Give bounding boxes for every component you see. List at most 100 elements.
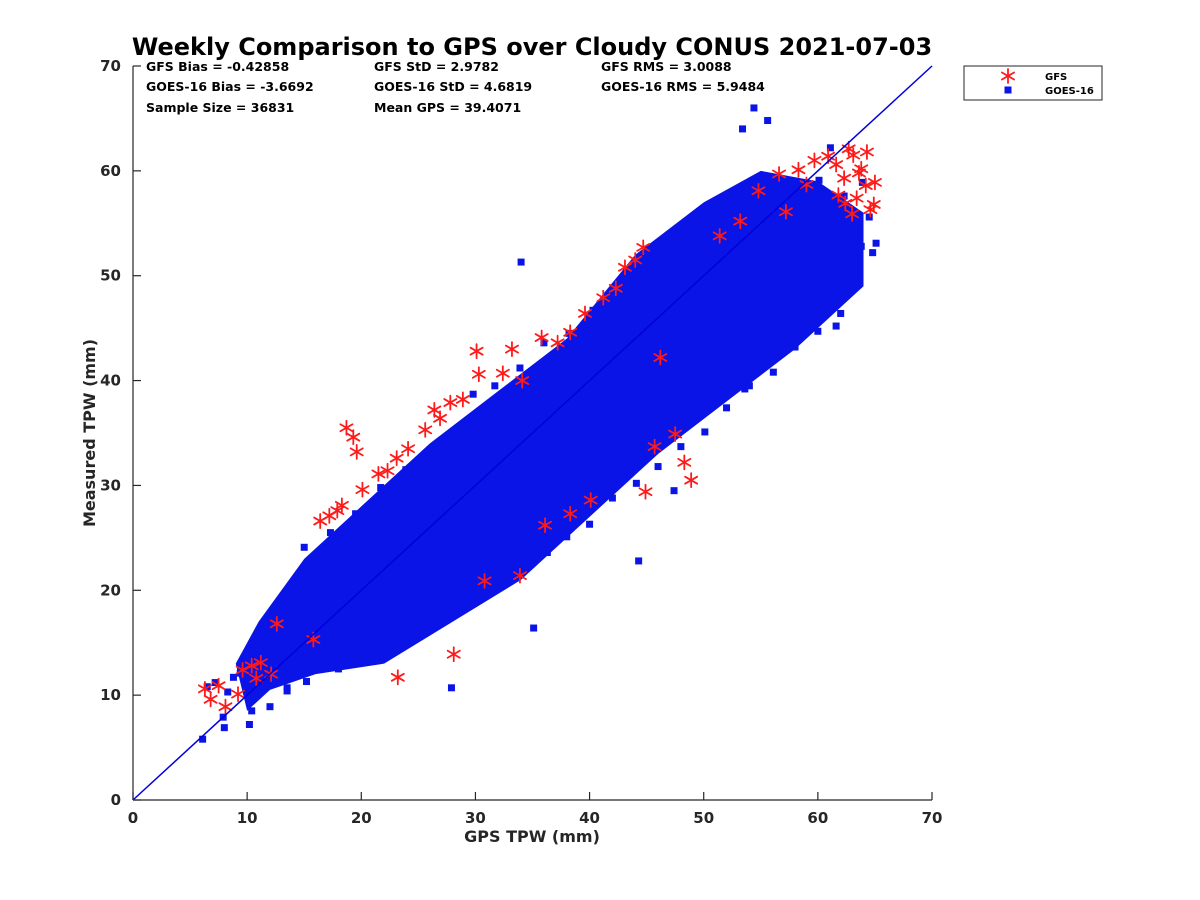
goes-16-point [689, 236, 697, 244]
gfs-point [578, 305, 592, 322]
goes-16-point [245, 721, 253, 729]
goes-16-point [224, 688, 232, 696]
goes-16-point [826, 144, 834, 152]
goes-16-point [709, 316, 717, 324]
y-tick-label: 10 [100, 686, 121, 704]
stats-block: GFS Bias = -0.42858 GFS StD = 2.9782 GFS R… [146, 59, 765, 115]
goes-16-point [509, 495, 517, 503]
goes-16-point [258, 664, 266, 672]
gfs-point [846, 147, 861, 164]
goes-16-point [516, 451, 524, 459]
goes-16-point [452, 432, 460, 440]
stat-text: GOES-16 Bias = -3.6692 [146, 79, 314, 94]
goes-16-point [494, 509, 502, 517]
y-tick-label: 0 [111, 791, 121, 809]
gfs-point [538, 517, 553, 534]
goes-16-point [469, 390, 477, 398]
goes-16-point [815, 176, 823, 184]
goes-16-point [310, 646, 318, 654]
goes-16-point [665, 255, 673, 263]
goes-16-point [694, 330, 702, 338]
gfs-point [253, 654, 268, 671]
goes-16-point [798, 256, 806, 264]
gfs-point [389, 450, 404, 467]
goes-16-point [745, 382, 753, 390]
goes-16-point [546, 431, 554, 439]
goes-16-point [356, 570, 364, 578]
x-tick-label: 40 [579, 809, 600, 827]
gfs-point [322, 507, 337, 524]
stat-text: Mean GPS = 39.4071 [374, 100, 521, 115]
legend-label: GOES-16 [1045, 86, 1094, 97]
goes-16-point [517, 258, 525, 266]
goes-16-point [670, 487, 678, 495]
gfs-point [334, 497, 349, 514]
goes-16-point [828, 236, 836, 244]
gfs-point [211, 677, 226, 694]
goes-16-point [447, 684, 455, 692]
one-to-one-line [132, 65, 933, 801]
goes-16-point [728, 231, 736, 239]
y-tick-label: 50 [100, 267, 121, 285]
goes-16-point [761, 321, 769, 329]
gfs-point [313, 513, 328, 529]
gfs-point [859, 144, 874, 160]
gfs-point [563, 505, 578, 522]
gfs-point [371, 465, 386, 482]
goes-16-point [628, 416, 636, 424]
goes-16-point [283, 684, 291, 692]
goes-16-point [349, 619, 357, 627]
goes-16-point [426, 617, 434, 625]
goes-16-point [850, 259, 858, 267]
gfs-point [628, 252, 643, 268]
goes-16-point [703, 253, 711, 261]
goes-16-point [740, 204, 748, 212]
goes-16-point [352, 510, 360, 518]
goes-16-point [783, 345, 791, 353]
goes-16-point [747, 334, 755, 342]
goes-16-point [279, 638, 287, 646]
goes-16-point [427, 449, 435, 457]
y-tick-label: 30 [100, 476, 121, 494]
gfs-point [583, 492, 598, 509]
goes-16-point [540, 339, 548, 347]
goes-16-point [702, 359, 710, 367]
goes-16-point [590, 399, 598, 407]
gfs-point [446, 646, 461, 663]
gfs-point [515, 372, 530, 389]
goes-16-point [750, 104, 758, 112]
goes-16-point [613, 421, 621, 429]
goes-16-point [344, 582, 352, 590]
goes-16-point [491, 382, 499, 390]
gfs-point [218, 698, 233, 715]
goes-16-point [583, 447, 591, 455]
gfs-point [608, 280, 623, 297]
goes-16-point [229, 673, 237, 681]
goes-16-point [298, 661, 306, 669]
goes-16-point [664, 349, 672, 357]
gfs-point [203, 691, 218, 708]
goes-16-point [385, 551, 393, 559]
goes-16-point [435, 551, 443, 559]
goes-16-point [220, 724, 228, 732]
axes: 0 10 20 30 40 50 60 70 0 10 20 30 40 50 60 70 [100, 57, 942, 827]
goes-16-point [502, 400, 510, 408]
goes-16-point [563, 533, 571, 541]
gfs-point [772, 166, 787, 182]
x-tick-label: 60 [807, 809, 828, 827]
gfs-point [636, 239, 651, 256]
gfs-point [443, 394, 458, 411]
goes-16-point [420, 557, 428, 565]
goes-16-point [465, 527, 473, 535]
gfs-point [807, 152, 822, 169]
goes-16-point [589, 306, 597, 314]
legend: GFS GOES-16 [963, 65, 1103, 101]
gfs-point [829, 156, 844, 173]
y-tick-label: 60 [100, 162, 121, 180]
goes-16-point [475, 595, 483, 603]
goes-16-point [790, 185, 798, 193]
goes-16-point [560, 425, 568, 433]
goes-16-point [783, 270, 791, 278]
goes-16-point [858, 178, 866, 186]
goes-16-point [778, 200, 786, 208]
